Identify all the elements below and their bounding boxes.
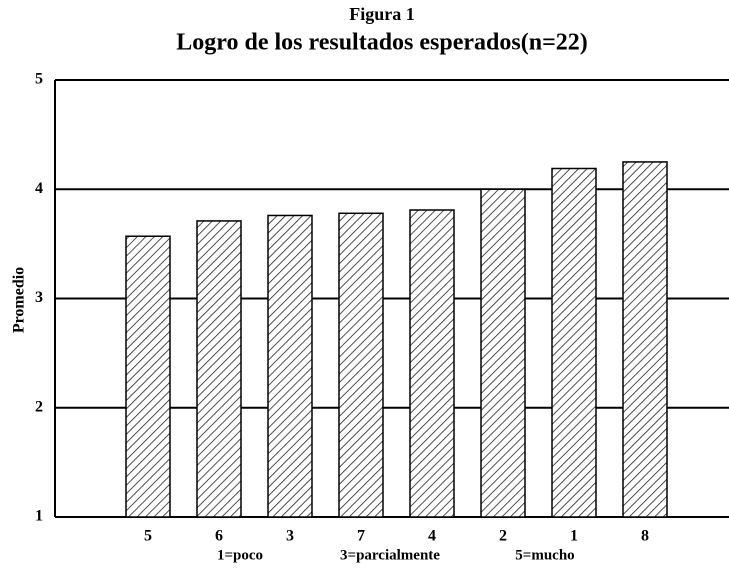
bar — [480, 188, 526, 518]
y-tick-label: 4 — [35, 180, 43, 197]
bar — [267, 214, 313, 518]
chart-supertitle: Figura 1 — [349, 4, 415, 24]
bar — [338, 212, 384, 518]
x-tick-label: 8 — [641, 528, 649, 545]
scale-note: 3=parcialmente — [340, 547, 440, 563]
scale-note: 5=mucho — [515, 547, 574, 563]
x-tick-label: 3 — [286, 528, 294, 545]
y-tick-label: 3 — [35, 289, 43, 306]
scale-note: 1=poco — [217, 547, 263, 563]
x-tick-label: 4 — [428, 528, 436, 545]
x-tick-label: 6 — [215, 528, 223, 545]
x-tick-label: 7 — [357, 528, 365, 545]
y-tick-label: 1 — [35, 508, 43, 525]
x-tick-label: 2 — [499, 528, 507, 545]
chart-title: Logro de los resultados esperados(n=22) — [176, 30, 587, 56]
bar — [622, 161, 668, 518]
bar — [196, 220, 242, 518]
x-tick-label: 5 — [144, 528, 152, 545]
y-tick-label: 5 — [35, 71, 43, 88]
bar — [551, 167, 597, 518]
x-tick-label: 1 — [570, 528, 578, 545]
bar — [125, 235, 171, 518]
y-tick-label: 2 — [35, 398, 43, 415]
y-axis-label: Promedio — [11, 267, 28, 333]
bar — [409, 209, 455, 518]
